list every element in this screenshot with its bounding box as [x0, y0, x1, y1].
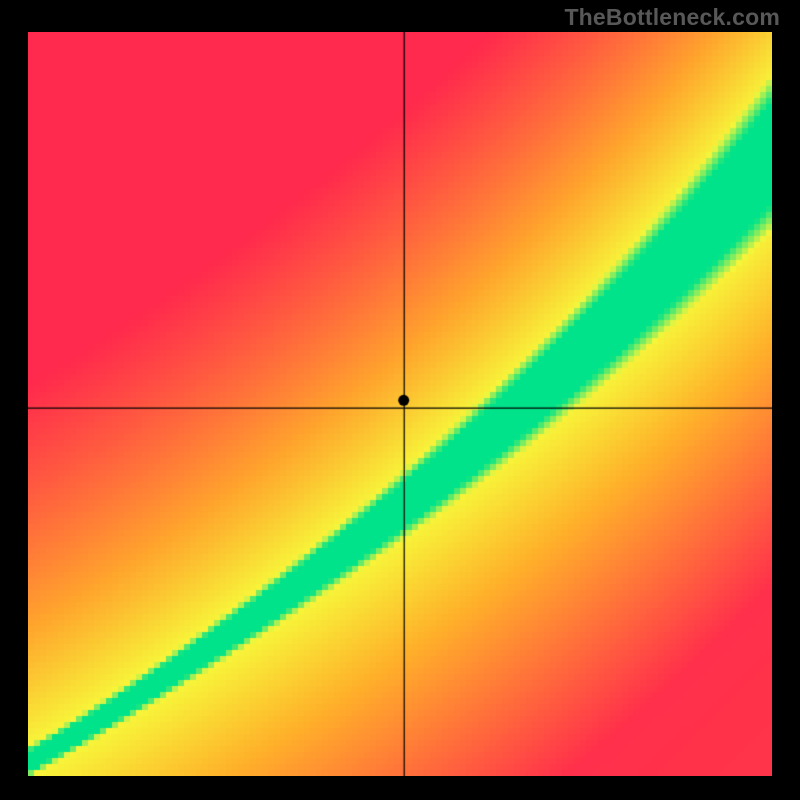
watermark-text: TheBottleneck.com [564, 4, 780, 31]
bottleneck-heatmap [28, 32, 772, 776]
plot-area [28, 32, 772, 776]
chart-container: TheBottleneck.com [0, 0, 800, 800]
